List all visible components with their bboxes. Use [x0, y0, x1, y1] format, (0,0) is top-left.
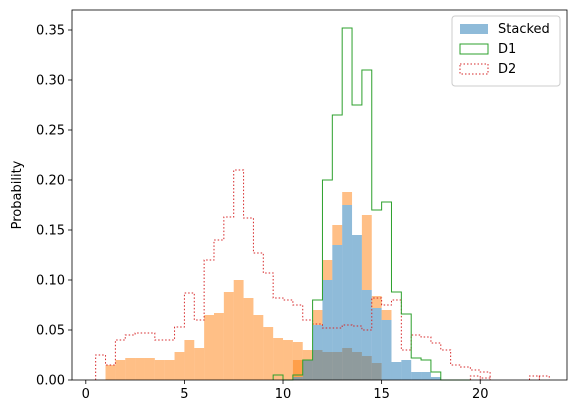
y-tick-label: 0.05 [36, 324, 65, 339]
legend-label: D2 [498, 62, 516, 77]
orange-bar [174, 352, 185, 380]
orange-bar [213, 313, 224, 380]
step-lines-layer [95, 27, 550, 381]
y-tick-label: 0.35 [36, 24, 65, 39]
legend: Stacked D1 D2 [451, 15, 561, 87]
orange-bar [184, 340, 195, 380]
stacked-bar [322, 280, 333, 380]
series-d1-line [272, 27, 471, 381]
orange-bar [105, 365, 116, 380]
orange-bar [233, 280, 244, 380]
legend-label: D1 [498, 42, 516, 57]
stacked-bar-cap [342, 192, 353, 205]
orange-bar [204, 315, 214, 380]
legend-swatch [460, 24, 488, 34]
orange-bar [164, 360, 175, 380]
orange-bar [144, 358, 155, 380]
orange-bar [115, 360, 126, 380]
stacked-bar-cap [332, 225, 343, 245]
stacked-bar [292, 377, 303, 380]
x-tick-label: 5 [180, 387, 188, 402]
stacked-bar [371, 308, 382, 380]
stacked-bar [391, 362, 402, 380]
y-tick-label: 0.20 [36, 174, 65, 189]
legend-swatch [459, 43, 489, 55]
series-d2-tail [479, 377, 491, 380]
series-d2-line [95, 169, 491, 380]
x-tick-label: 10 [275, 387, 292, 402]
stacked-bar [421, 372, 431, 380]
stacked-bar-cap [381, 310, 392, 320]
stacked-bar-cap [312, 310, 323, 325]
stacked-bar-cap [292, 360, 303, 377]
x-tick-label: 20 [472, 387, 489, 402]
stacked-bar [361, 290, 372, 380]
stacked-bar [352, 235, 362, 380]
orange-bar [273, 338, 284, 380]
stacked-bar [381, 320, 392, 380]
axes [71, 9, 568, 381]
stacked-bar [332, 245, 343, 380]
series-d2-tail [469, 375, 481, 380]
stacked-bar [342, 205, 353, 380]
stacked-bar [430, 377, 441, 380]
y-tick-label: 0.00 [36, 374, 65, 389]
orange-bar [135, 358, 145, 380]
x-tick-label: 15 [373, 387, 390, 402]
y-axis-ticks: 0.00 0.05 0.10 0.15 0.20 0.25 0.30 0.35 [36, 24, 72, 389]
legend-swatch [459, 63, 489, 75]
orange-bar [194, 348, 205, 380]
stacked-bar [312, 325, 323, 380]
stacked-bar-cap [322, 260, 333, 280]
orange-bar [125, 358, 136, 380]
orange-bar [154, 360, 165, 380]
stacked-bar [302, 360, 313, 380]
legend-label: Stacked [498, 22, 550, 37]
stacked-bar [411, 372, 422, 380]
y-tick-label: 0.30 [36, 74, 65, 89]
x-axis-ticks: 0 5 10 15 20 [82, 380, 489, 402]
plot-frame [71, 9, 568, 381]
y-tick-label: 0.25 [36, 124, 65, 139]
orange-bar [253, 315, 264, 380]
orange-bar [223, 292, 234, 380]
orange-bar [283, 340, 293, 380]
y-tick-label: 0.10 [36, 274, 65, 289]
y-tick-label: 0.15 [36, 224, 65, 239]
stacked-bar [401, 360, 412, 380]
series-d2-tail [538, 375, 550, 380]
orange-bar [243, 298, 254, 380]
series-d2-tail [529, 375, 540, 380]
orange-bar [263, 327, 274, 380]
stacked-bar-cap [371, 296, 382, 308]
x-tick-label: 0 [82, 387, 90, 402]
blue-bars-layer [292, 192, 441, 380]
y-axis-label: Probability [10, 160, 25, 229]
stacked-bar-cap [361, 215, 372, 290]
